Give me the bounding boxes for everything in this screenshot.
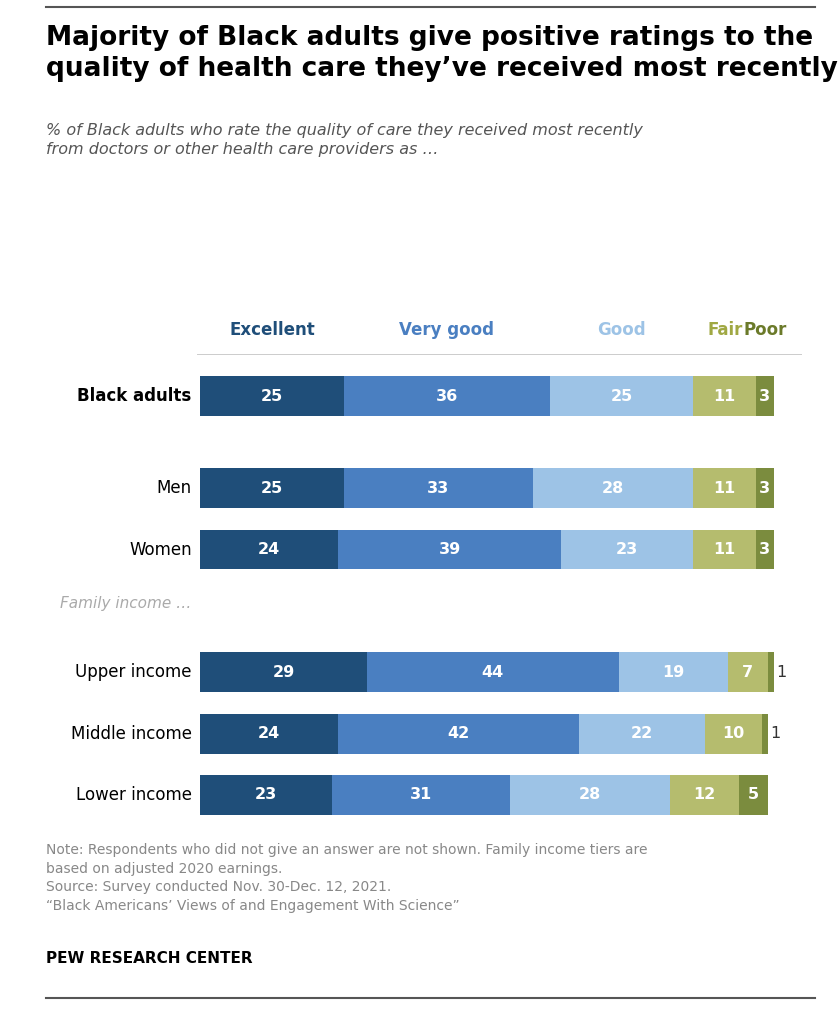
Text: 23: 23 (617, 542, 638, 558)
Text: 1: 1 (776, 665, 786, 680)
Text: PEW RESEARCH CENTER: PEW RESEARCH CENTER (46, 951, 253, 967)
Bar (693, 377, 756, 416)
Text: Poor: Poor (743, 321, 786, 338)
Text: 7: 7 (743, 665, 753, 680)
Bar (756, 529, 774, 570)
Bar (561, 529, 693, 570)
Text: Fair: Fair (707, 321, 743, 338)
Text: 3: 3 (759, 542, 770, 558)
Text: Majority of Black adults give positive ratings to the
quality of health care the: Majority of Black adults give positive r… (46, 25, 838, 82)
Bar (762, 714, 768, 753)
Bar (332, 775, 510, 815)
Bar (338, 529, 561, 570)
Text: 28: 28 (602, 481, 624, 496)
Text: 10: 10 (722, 726, 744, 741)
Bar (619, 652, 727, 692)
Text: 33: 33 (427, 481, 449, 496)
Text: 25: 25 (611, 389, 633, 404)
Bar (366, 652, 619, 692)
Text: 24: 24 (258, 542, 281, 558)
Bar (693, 469, 756, 508)
Bar (739, 775, 768, 815)
Text: Black adults: Black adults (77, 387, 192, 405)
Text: Lower income: Lower income (76, 786, 192, 804)
Text: 1: 1 (770, 726, 781, 741)
Bar (693, 529, 756, 570)
Text: 23: 23 (255, 788, 277, 802)
Text: Men: Men (156, 479, 192, 497)
Bar (670, 775, 739, 815)
Bar (344, 377, 550, 416)
Bar (533, 469, 693, 508)
Bar (200, 529, 338, 570)
Text: Very good: Very good (399, 321, 494, 338)
Bar (756, 377, 774, 416)
Text: 11: 11 (714, 389, 736, 404)
Bar (768, 652, 774, 692)
Text: % of Black adults who rate the quality of care they received most recently
from : % of Black adults who rate the quality o… (46, 123, 643, 157)
Text: 25: 25 (260, 389, 283, 404)
Bar (550, 377, 693, 416)
Bar (756, 469, 774, 508)
Text: 3: 3 (759, 481, 770, 496)
Text: Good: Good (597, 321, 646, 338)
Text: Family income …: Family income … (60, 596, 192, 611)
Bar (200, 469, 344, 508)
Bar (344, 469, 533, 508)
Text: 25: 25 (260, 481, 283, 496)
Text: 11: 11 (714, 542, 736, 558)
Bar (200, 652, 366, 692)
Text: Women: Women (129, 540, 192, 559)
Text: 29: 29 (272, 665, 295, 680)
Text: Upper income: Upper income (75, 664, 192, 681)
Text: 31: 31 (410, 788, 432, 802)
Text: 39: 39 (438, 542, 461, 558)
Bar (200, 714, 338, 753)
Bar (200, 775, 332, 815)
Bar (705, 714, 762, 753)
Bar (579, 714, 705, 753)
Text: 19: 19 (662, 665, 685, 680)
Text: 28: 28 (579, 788, 601, 802)
Bar (338, 714, 579, 753)
Bar (200, 377, 344, 416)
Bar (727, 652, 768, 692)
Text: 11: 11 (714, 481, 736, 496)
Text: 3: 3 (759, 389, 770, 404)
Text: 42: 42 (447, 726, 470, 741)
Text: 24: 24 (258, 726, 281, 741)
Text: 12: 12 (694, 788, 716, 802)
Text: 5: 5 (748, 788, 759, 802)
Text: Middle income: Middle income (71, 724, 192, 742)
Text: 36: 36 (436, 389, 458, 404)
Bar (510, 775, 670, 815)
Text: 44: 44 (481, 665, 504, 680)
Text: Excellent: Excellent (229, 321, 315, 338)
Text: 22: 22 (631, 726, 653, 741)
Text: Note: Respondents who did not give an answer are not shown. Family income tiers : Note: Respondents who did not give an an… (46, 843, 648, 913)
